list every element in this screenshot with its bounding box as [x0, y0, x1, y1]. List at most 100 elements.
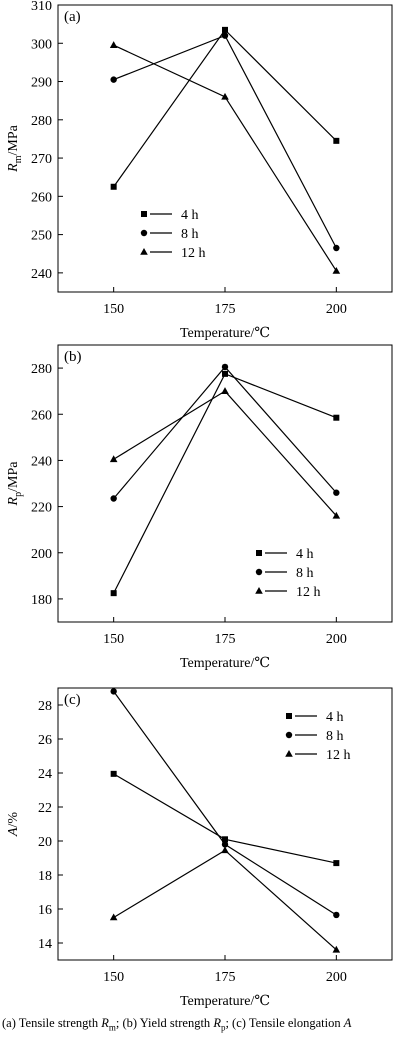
- panel-c-label: (c): [64, 692, 81, 708]
- caption-a-symbol: R: [101, 1016, 109, 1030]
- panel-b-legend-marker: [255, 587, 263, 594]
- panel-a-x-tick-label: 150: [103, 302, 124, 317]
- panel-a-x-tick-label: 175: [215, 302, 236, 317]
- panel-b-y-tick-label: 220: [31, 501, 52, 516]
- panel-c-legend-label: 8 h: [326, 729, 344, 744]
- panel-b-series-12h-point: [109, 455, 118, 463]
- panel-a-y-tick-label: 240: [31, 267, 52, 282]
- panel-a-y-tick-label: 300: [31, 37, 52, 52]
- panel-a-series-8h-point: [333, 244, 340, 252]
- caption-b-text: ; (b) Yield strength: [115, 1016, 214, 1030]
- panel-c-series-4h-point: [110, 770, 117, 777]
- panel-c-series-8h-point: [333, 911, 340, 919]
- panel-b-legend-marker: [256, 550, 262, 556]
- figure-caption: (a) Tensile strength Rm; (b) Yield stren…: [2, 1016, 400, 1033]
- panel-c-series-12h-point: [221, 846, 229, 854]
- panel-c-y-tick-label: 22: [38, 801, 52, 816]
- panel-a-y-tick-label: 270: [31, 152, 52, 167]
- panel-b-y-tick-label: 200: [31, 547, 52, 562]
- panel-a-series-12h-point: [221, 92, 229, 100]
- panel-c-y-tick-label: 24: [38, 767, 52, 782]
- panel-b-y-tick-label: 260: [31, 408, 52, 423]
- panel-c-legend-marker: [285, 750, 293, 757]
- panel-a-series-8h-point: [221, 32, 229, 39]
- panel-a-series-4h-point: [333, 137, 340, 144]
- panel-a-series-4h-line: [113, 28, 337, 188]
- caption-b-subscript: p: [220, 1022, 226, 1033]
- panel-c-x-tick-label: 150: [103, 970, 124, 985]
- panel-a-y-tick-label: 250: [31, 229, 52, 244]
- panel-b-legend-label: 12 h: [296, 585, 321, 600]
- panel-a-y-axis-label: Rm/MPa: [6, 124, 24, 172]
- caption-a-subscript: m: [108, 1022, 116, 1033]
- panel-c-y-tick-label: 14: [38, 937, 52, 952]
- caption-a-text: (a) Tensile strength: [2, 1016, 102, 1030]
- panel-b-y-tick-label: 280: [31, 362, 52, 377]
- panel-a-series-12h-point: [332, 266, 341, 274]
- panel-a-legend-label: 4 h: [181, 208, 199, 223]
- panel-a-y-tick-label: 260: [31, 190, 52, 205]
- panel-b-x-tick-label: 175: [215, 632, 236, 647]
- panel-c-series-12h-line: [113, 849, 337, 951]
- panel-a-x-tick-label: 200: [326, 302, 347, 317]
- panel-c-y-tick-label: 18: [38, 869, 52, 884]
- panel-c-y-tick-label: 28: [38, 699, 52, 714]
- panel-c-legend-label: 4 h: [326, 710, 344, 725]
- panel-b-y-axis-label: Rp/MPa: [6, 461, 24, 507]
- panel-a-y-tick-label: 280: [31, 114, 52, 129]
- caption-b-symbol: R: [213, 1016, 221, 1030]
- panel-b-legend-label: 4 h: [296, 547, 314, 562]
- panel-a-plot-frame: [57, 4, 393, 293]
- panel-a-label: (a): [64, 9, 81, 25]
- panel-a-x-axis-label: Temperature/℃: [180, 326, 270, 341]
- caption-c-symbol: A: [343, 1016, 352, 1030]
- panel-c-series-4h-point: [333, 860, 340, 867]
- panel-c-x-tick-label: 175: [215, 970, 236, 985]
- panel-b-series-8h-point: [110, 495, 117, 502]
- panel-a-legend-label: 12 h: [181, 246, 206, 261]
- panel-a-y-tick-label: 310: [31, 0, 52, 14]
- panel-c-x-tick-label: 200: [326, 970, 347, 985]
- panel-c-legend-marker: [285, 731, 293, 739]
- panel-a-series-8h-point: [110, 76, 117, 83]
- panel-a-y-tick-label: 290: [31, 76, 52, 91]
- panel-b-series-8h-point: [221, 363, 229, 371]
- panel-c-y-tick-label: 20: [38, 835, 52, 850]
- panel-b-label: (b): [64, 349, 82, 365]
- panel-c-series-8h-point: [221, 841, 229, 848]
- panel-b-x-tick-label: 150: [103, 632, 124, 647]
- panel-a-legend-marker: [141, 211, 147, 217]
- panel-a-series-12h-point: [109, 41, 118, 48]
- panel-b-y-tick-label: 180: [31, 593, 52, 608]
- panel-b-series-12h-point: [332, 511, 341, 519]
- panel-c-series-12h-point: [332, 945, 341, 953]
- panel-c-y-tick-label: 26: [38, 733, 52, 748]
- panel-c-legend-label: 12 h: [326, 748, 351, 763]
- panel-c-series-4h-point: [222, 836, 228, 843]
- panel-c-series-12h-point: [109, 913, 118, 921]
- panel-b-x-axis-label: Temperature/℃: [180, 656, 270, 671]
- panel-a-legend-marker: [140, 229, 148, 237]
- panel-b-series-4h-point: [333, 414, 340, 421]
- panel-a-series-12h-line: [113, 44, 337, 272]
- panel-a-series-4h-point: [110, 183, 117, 190]
- panel-c-legend-marker: [286, 713, 292, 719]
- panel-b-plot-frame: [57, 344, 393, 623]
- panel-c-series-8h-point: [110, 688, 117, 695]
- panel-c-y-axis-label: A/%: [6, 812, 21, 837]
- panel-a-series-4h-point: [222, 26, 228, 33]
- panel-c-y-tick-label: 16: [38, 903, 52, 918]
- panel-b-legend-label: 8 h: [296, 566, 314, 581]
- panel-b-series-8h-point: [333, 489, 340, 496]
- panel-a-legend-label: 8 h: [181, 227, 199, 242]
- panel-c-series-8h-line: [113, 691, 337, 916]
- panel-b-x-tick-label: 200: [326, 632, 347, 647]
- caption-c-text: ; (c) Tensile elongation: [225, 1016, 344, 1030]
- panel-b-series-12h-point: [221, 387, 229, 394]
- panel-b-series-4h-point: [222, 370, 228, 377]
- panel-b-series-4h-point: [110, 590, 117, 597]
- panel-c-x-axis-label: Temperature/℃: [180, 994, 270, 1009]
- panel-b-legend-marker: [255, 568, 263, 576]
- panel-a-legend-marker: [140, 248, 148, 255]
